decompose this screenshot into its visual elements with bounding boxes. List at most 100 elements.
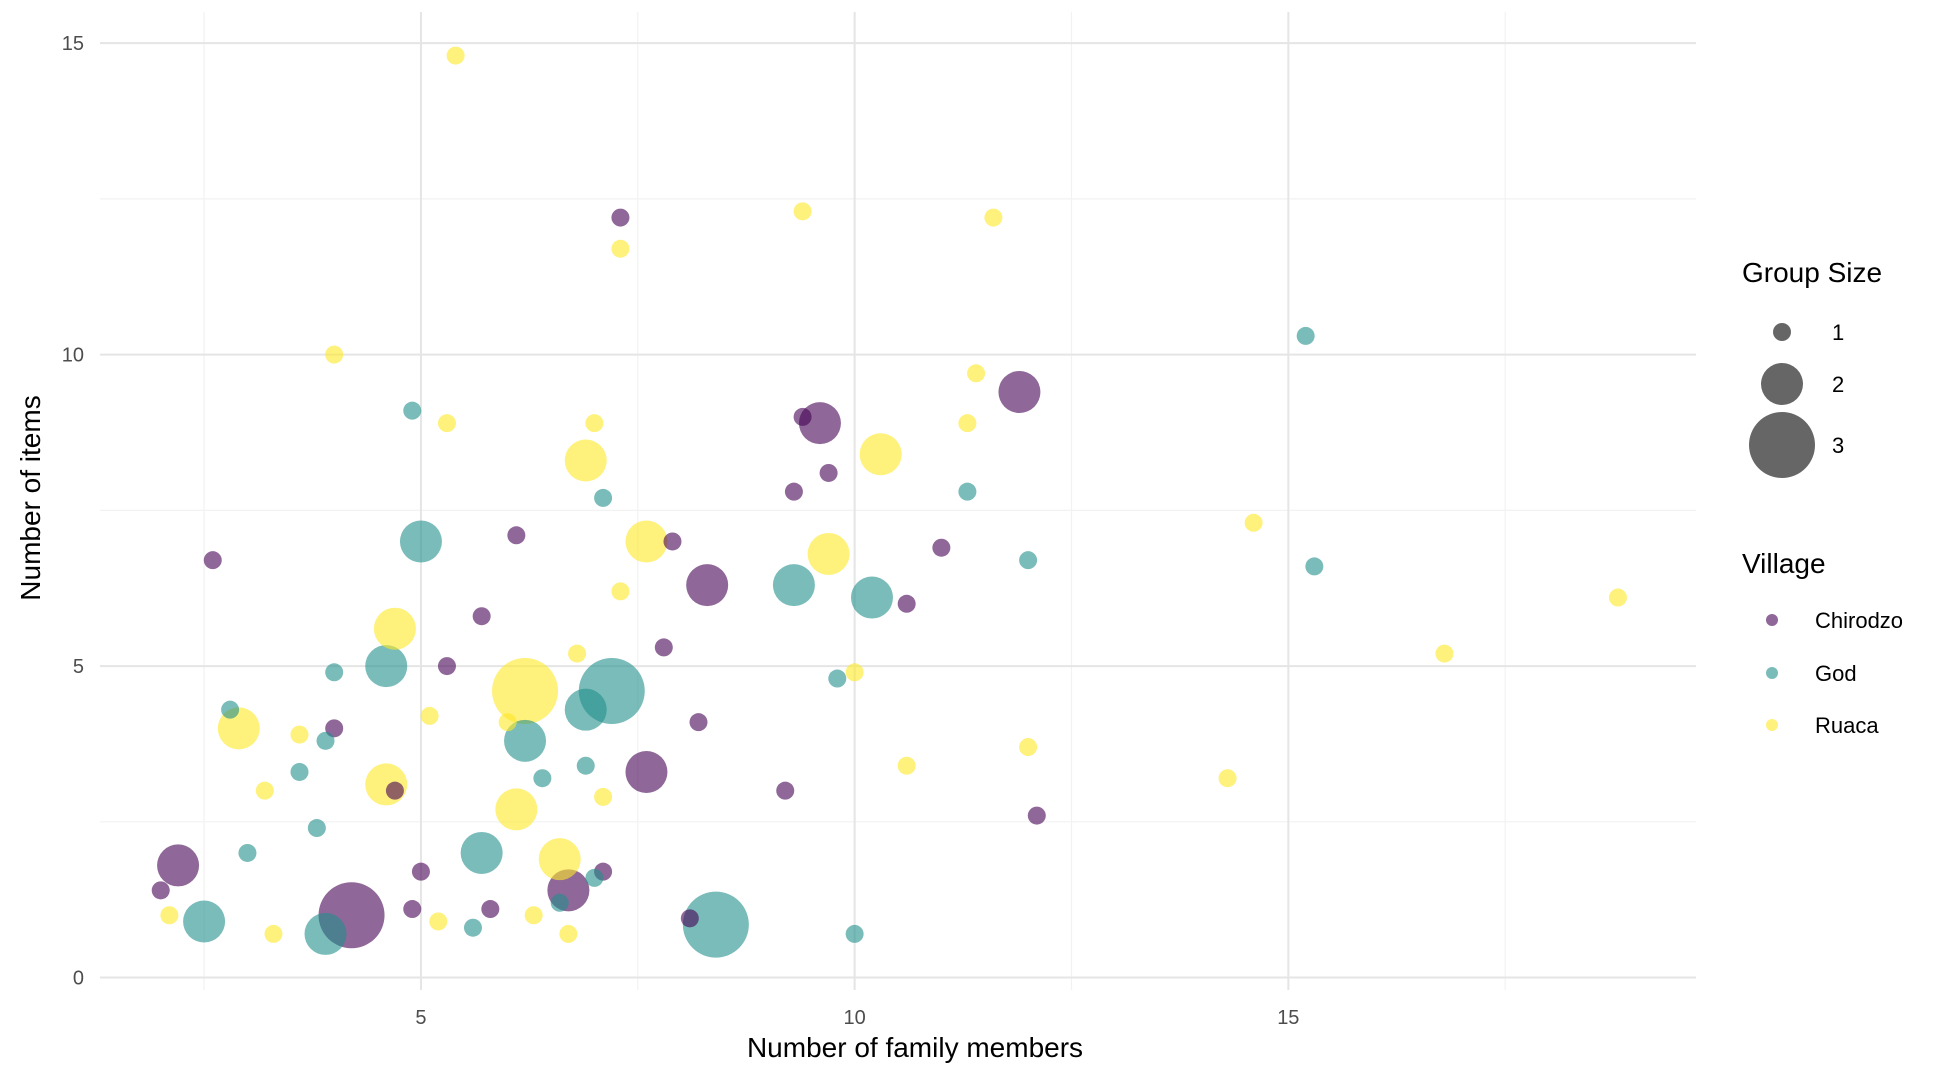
data-points	[151, 46, 1627, 958]
data-point-god	[290, 762, 309, 781]
data-point-ruaca	[793, 202, 812, 221]
data-point-god	[221, 700, 240, 719]
grid	[100, 12, 1696, 990]
size-legend-label: 3	[1832, 433, 1844, 458]
data-point-ruaca	[568, 644, 587, 663]
data-point-god	[463, 918, 482, 937]
data-point-god	[772, 564, 815, 607]
data-point-ruaca	[1608, 588, 1627, 607]
data-point-ruaca	[325, 345, 344, 364]
data-point-ruaca	[611, 239, 630, 258]
data-point-chirodzo	[784, 482, 803, 501]
data-point-god	[365, 645, 408, 688]
data-point-ruaca	[625, 520, 668, 563]
data-point-ruaca	[498, 713, 517, 732]
data-point-god	[307, 819, 326, 838]
data-point-god	[403, 401, 422, 420]
data-point-chirodzo	[689, 713, 708, 732]
data-point-god	[576, 756, 595, 775]
data-point-ruaca	[1244, 513, 1263, 532]
data-point-chirodzo	[998, 370, 1041, 413]
y-tick-label: 0	[73, 968, 84, 990]
data-point-god	[845, 924, 864, 943]
data-point-ruaca	[492, 657, 559, 724]
data-point-ruaca	[524, 906, 543, 925]
data-point-chirodzo	[472, 607, 491, 626]
data-point-ruaca	[967, 364, 986, 383]
legend: Group Size 1 2 3 Village Chirodzo God Ruaca	[1742, 257, 1903, 738]
color-legend-key	[1766, 614, 1778, 626]
data-point-god	[850, 576, 893, 619]
data-point-chirodzo	[403, 900, 422, 919]
y-axis-title: Number of items	[15, 395, 46, 600]
data-point-god	[1019, 551, 1038, 570]
color-legend-key	[1766, 719, 1778, 731]
size-legend-keys: 1 2 3	[1749, 320, 1844, 478]
x-tick-label: 5	[415, 1007, 426, 1029]
data-point-ruaca	[538, 838, 581, 881]
data-point-ruaca	[594, 787, 613, 806]
data-point-ruaca	[897, 756, 916, 775]
x-tick-label: 15	[1277, 1007, 1299, 1029]
data-point-god	[399, 520, 442, 563]
data-point-god	[533, 769, 552, 788]
data-point-chirodzo	[680, 909, 699, 928]
data-point-god	[1296, 326, 1315, 345]
data-point-ruaca	[420, 706, 439, 725]
data-point-god	[325, 663, 344, 682]
data-point-god	[585, 868, 604, 887]
data-point-ruaca	[984, 208, 1003, 227]
data-point-chirodzo	[151, 881, 170, 900]
y-tick-label: 10	[62, 345, 84, 367]
data-point-god	[238, 843, 257, 862]
data-point-ruaca	[495, 788, 538, 831]
data-point-chirodzo	[625, 750, 668, 793]
data-point-god	[460, 831, 503, 874]
data-point-ruaca	[160, 906, 179, 925]
size-legend-title: Group Size	[1742, 257, 1882, 288]
data-point-god	[564, 688, 607, 731]
data-point-ruaca	[1218, 769, 1237, 788]
y-tick-label: 5	[73, 656, 84, 678]
data-point-chirodzo	[819, 463, 838, 482]
data-point-chirodzo	[481, 900, 500, 919]
data-point-chirodzo	[793, 407, 812, 426]
data-point-god	[504, 719, 547, 762]
data-point-ruaca	[290, 725, 309, 744]
data-point-ruaca	[1019, 738, 1038, 757]
size-legend-key	[1749, 412, 1815, 478]
data-point-ruaca	[585, 414, 604, 433]
data-point-ruaca	[845, 663, 864, 682]
data-point-ruaca	[446, 46, 465, 65]
data-point-god	[183, 900, 226, 943]
data-point-chirodzo	[437, 657, 456, 676]
color-legend-label: God	[1815, 661, 1857, 686]
data-point-god	[550, 893, 569, 912]
data-point-ruaca	[958, 414, 977, 433]
data-point-chirodzo	[897, 594, 916, 613]
data-point-ruaca	[807, 532, 850, 575]
data-point-chirodzo	[203, 551, 222, 570]
y-tick-label: 15	[62, 33, 84, 55]
data-point-chirodzo	[507, 526, 526, 545]
data-point-chirodzo	[385, 781, 404, 800]
data-point-chirodzo	[411, 862, 430, 881]
data-point-god	[682, 891, 749, 958]
data-point-ruaca	[559, 924, 578, 943]
x-tick-label: 10	[844, 1007, 866, 1029]
data-point-ruaca	[611, 582, 630, 601]
data-point-ruaca	[255, 781, 274, 800]
color-legend-title: Village	[1742, 548, 1826, 579]
data-point-god	[594, 488, 613, 507]
data-point-ruaca	[429, 912, 448, 931]
data-point-chirodzo	[686, 564, 729, 607]
data-point-ruaca	[859, 433, 902, 476]
data-point-ruaca	[1435, 644, 1454, 663]
tick-labels: 5 10 15 0 5 10 15	[62, 33, 1300, 1029]
data-point-god	[958, 482, 977, 501]
data-point-ruaca	[373, 607, 416, 650]
data-point-god	[828, 669, 847, 688]
size-legend-key	[1761, 363, 1803, 405]
data-point-chirodzo	[1027, 806, 1046, 825]
